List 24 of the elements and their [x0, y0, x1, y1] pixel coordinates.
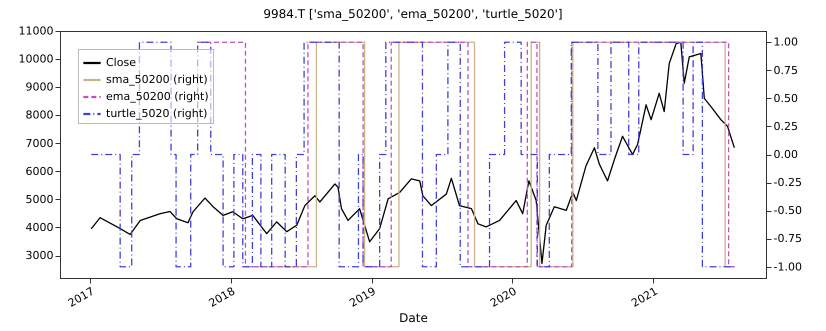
x-axis-title: Date — [399, 311, 428, 326]
y2-tick-label: 0.50 — [774, 92, 798, 105]
legend-label: ema_50200 (right) — [106, 90, 209, 103]
y2-tick-label: -0.50 — [774, 204, 802, 218]
legend-label: turtle_5020 (right) — [106, 107, 208, 120]
y2-tick-label: -0.25 — [774, 176, 802, 190]
y-tick-label: 3000 — [26, 249, 54, 262]
legend-label: sma_50200 (right) — [106, 73, 208, 86]
legend-label: Close — [106, 56, 136, 69]
y2-tick-label: 1.00 — [774, 36, 798, 49]
chart-title: 9984.T ['sma_50200', 'ema_50200', 'turtle_5020'] — [263, 7, 563, 21]
y-tick-label: 9000 — [26, 80, 54, 94]
y-tick-label: 11000 — [18, 24, 54, 38]
y2-tick-label: -1.00 — [774, 260, 802, 274]
y-tick-label: 8000 — [26, 108, 54, 122]
y2-tick-label: 0.75 — [774, 64, 798, 77]
y-tick-label: 6000 — [26, 164, 54, 178]
y-tick-label: 7000 — [26, 136, 54, 150]
y2-tick-label: -0.75 — [774, 232, 802, 246]
y-tick-label: 4000 — [26, 220, 54, 234]
y-tick-label: 10000 — [18, 52, 54, 66]
y2-tick-label: 0.25 — [774, 120, 798, 133]
y-tick-label: 5000 — [26, 192, 54, 206]
y2-tick-label: 0.00 — [774, 148, 798, 161]
